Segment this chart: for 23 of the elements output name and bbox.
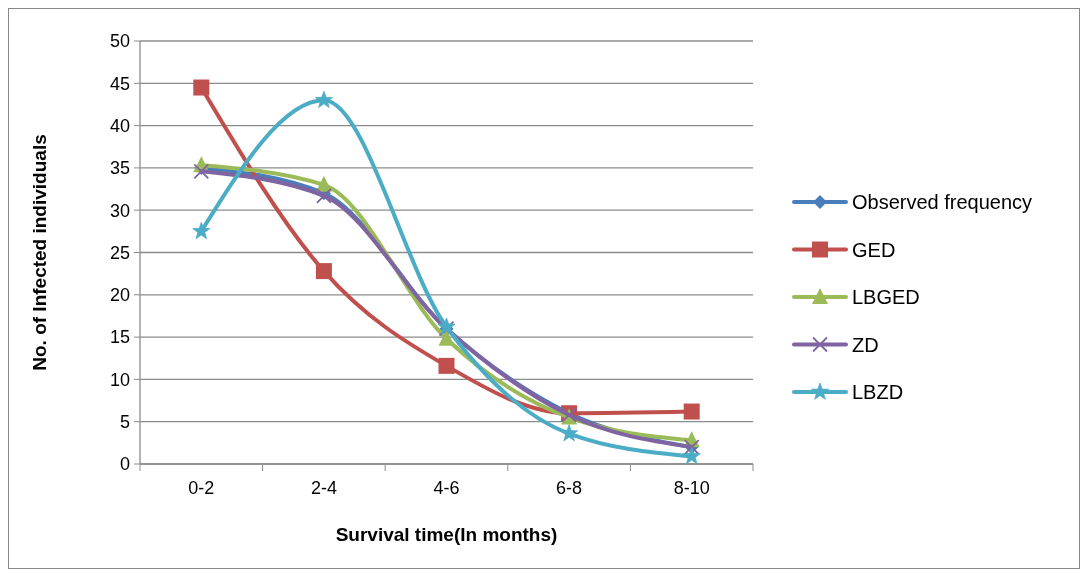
y-tick-label: 15 [109, 327, 130, 348]
y-tick-label: 40 [109, 115, 130, 136]
legend-label: LBZD [852, 381, 904, 403]
x-tick-label: 0-2 [188, 478, 215, 498]
legend-label: LBGED [852, 286, 920, 308]
y-tick-label: 5 [119, 412, 130, 432]
x-tick-label: 2-4 [310, 478, 337, 498]
y-tick-label: 35 [109, 158, 130, 179]
x-tick-label: 4-6 [433, 478, 460, 498]
y-tick-label: 25 [109, 242, 130, 263]
x-axis-title: Survival time(In months) [335, 524, 558, 545]
y-tick-label: 30 [109, 200, 130, 221]
y-tick-label: 45 [109, 73, 130, 94]
x-tick-label: 8-10 [673, 478, 710, 498]
legend-label: ZD [852, 333, 879, 356]
x-tick-label: 6-8 [556, 478, 583, 498]
y-axis-title: No. of Infected individuals [29, 134, 50, 371]
y-tick-label: 0 [119, 454, 130, 475]
y-tick-label: 50 [109, 31, 130, 52]
legend-label: GED [852, 238, 896, 261]
y-tick-label: 20 [109, 285, 130, 306]
legend-label: Observed frequency [852, 191, 1033, 213]
y-tick-label: 10 [109, 369, 130, 390]
